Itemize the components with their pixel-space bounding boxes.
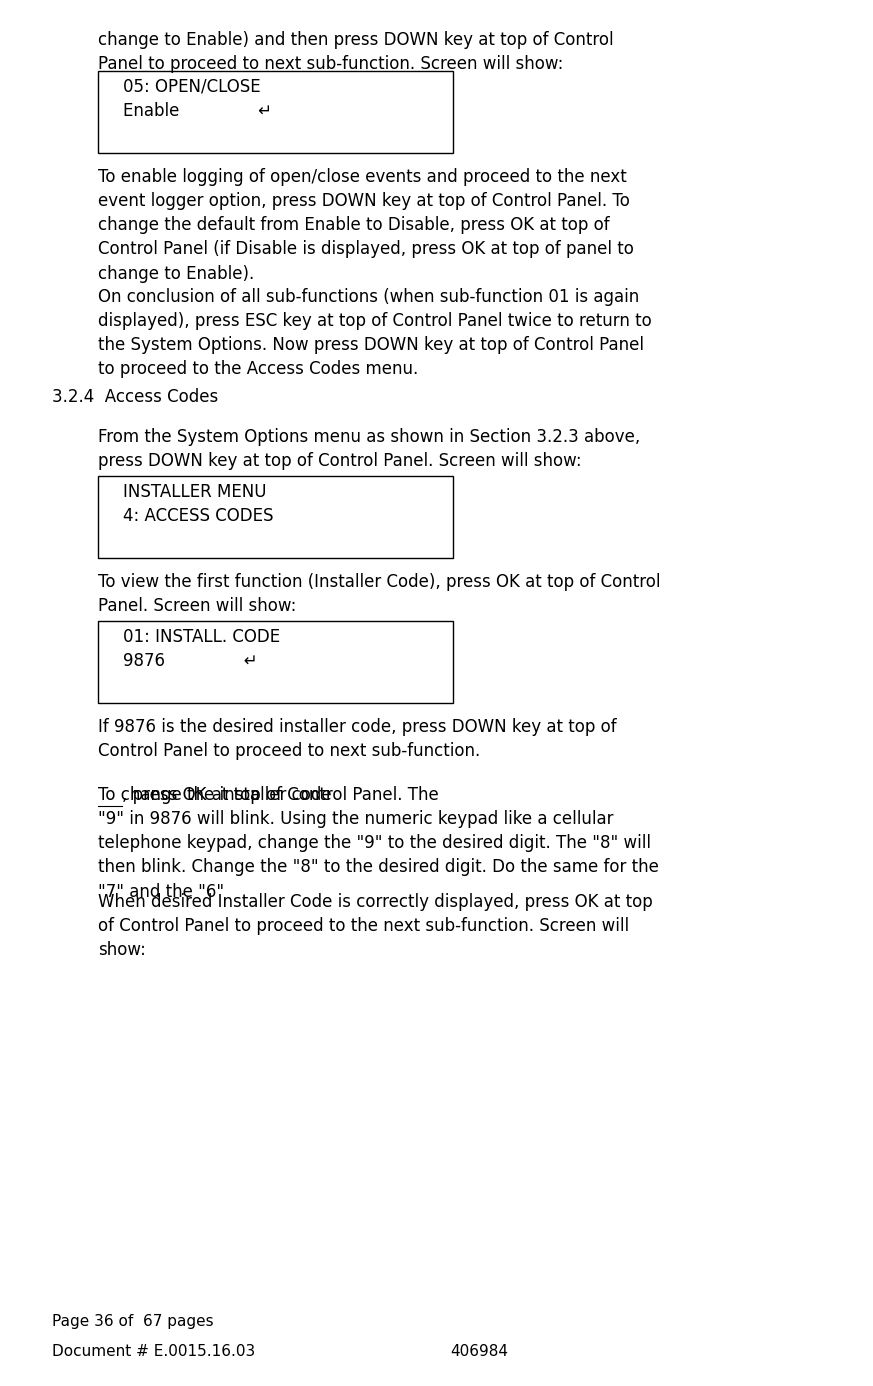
Text: change to Enable) and then press DOWN key at top of Control: change to Enable) and then press DOWN ke… [98,30,614,49]
Text: When desired Installer Code is correctly displayed, press OK at top: When desired Installer Code is correctly… [98,893,653,911]
Text: 9876               ↵: 9876 ↵ [123,653,258,671]
Text: To view the first function (Installer Code), press OK at top of Control: To view the first function (Installer Co… [98,572,661,590]
Text: Control Panel (if Disable is displayed, press OK at top of panel to: Control Panel (if Disable is displayed, … [98,241,634,259]
Text: If 9876 is the desired installer code, press DOWN key at top of: If 9876 is the desired installer code, p… [98,718,616,736]
Text: Document # E.0015.16.03: Document # E.0015.16.03 [52,1344,255,1360]
Text: On conclusion of all sub-functions (when sub-function 01 is again: On conclusion of all sub-functions (when… [98,288,639,306]
Text: 3.2.4  Access Codes: 3.2.4 Access Codes [52,388,218,406]
Text: From the System Options menu as shown in Section 3.2.3 above,: From the System Options menu as shown in… [98,428,640,446]
Text: to proceed to the Access Codes menu.: to proceed to the Access Codes menu. [98,360,418,378]
Text: "7" and the "6": "7" and the "6" [98,883,224,901]
Bar [98,71,453,152]
Text: displayed), press ESC key at top of Control Panel twice to return to: displayed), press ESC key at top of Cont… [98,312,652,330]
Text: telephone keypad, change the "9" to the desired digit. The "8" will: telephone keypad, change the "9" to the … [98,834,651,852]
Text: , press OK at top of Control Panel. The: , press OK at top of Control Panel. The [122,786,438,804]
Text: the System Options. Now press DOWN key at top of Control Panel: the System Options. Now press DOWN key a… [98,337,644,355]
Text: 406984: 406984 [450,1344,508,1360]
Text: of Control Panel to proceed to the next sub-function. Screen will: of Control Panel to proceed to the next … [98,918,629,936]
Text: INSTALLER MENU: INSTALLER MENU [123,482,266,500]
Bar [98,621,453,703]
Text: "9" in 9876 will blink. Using the numeric keypad like a cellular: "9" in 9876 will blink. Using the numeri… [98,811,614,829]
Text: change the default from Enable to Disable, press OK at top of: change the default from Enable to Disabl… [98,216,609,234]
Text: Panel to proceed to next sub-function. Screen will show:: Panel to proceed to next sub-function. S… [98,55,563,73]
Text: show:: show: [98,941,146,959]
Text: To enable logging of open/close events and proceed to the next: To enable logging of open/close events a… [98,168,627,186]
Text: then blink. Change the "8" to the desired digit. Do the same for the: then blink. Change the "8" to the desire… [98,858,659,876]
Text: change to Enable).: change to Enable). [98,265,254,283]
Text: press DOWN key at top of Control Panel. Screen will show:: press DOWN key at top of Control Panel. … [98,452,581,470]
Text: Panel. Screen will show:: Panel. Screen will show: [98,597,296,615]
Text: Control Panel to proceed to next sub-function.: Control Panel to proceed to next sub-fun… [98,742,480,760]
Bar [98,475,453,559]
Text: event logger option, press DOWN key at top of Control Panel. To: event logger option, press DOWN key at t… [98,193,630,211]
Text: 01: INSTALL. CODE: 01: INSTALL. CODE [123,628,280,646]
Text: Enable               ↵: Enable ↵ [123,103,272,121]
Text: 4: ACCESS CODES: 4: ACCESS CODES [123,507,273,525]
Text: Page 36 of  67 pages: Page 36 of 67 pages [52,1314,214,1329]
Text: 05: OPEN/CLOSE: 05: OPEN/CLOSE [123,78,261,96]
Text: To change the installer code: To change the installer code [98,786,332,804]
